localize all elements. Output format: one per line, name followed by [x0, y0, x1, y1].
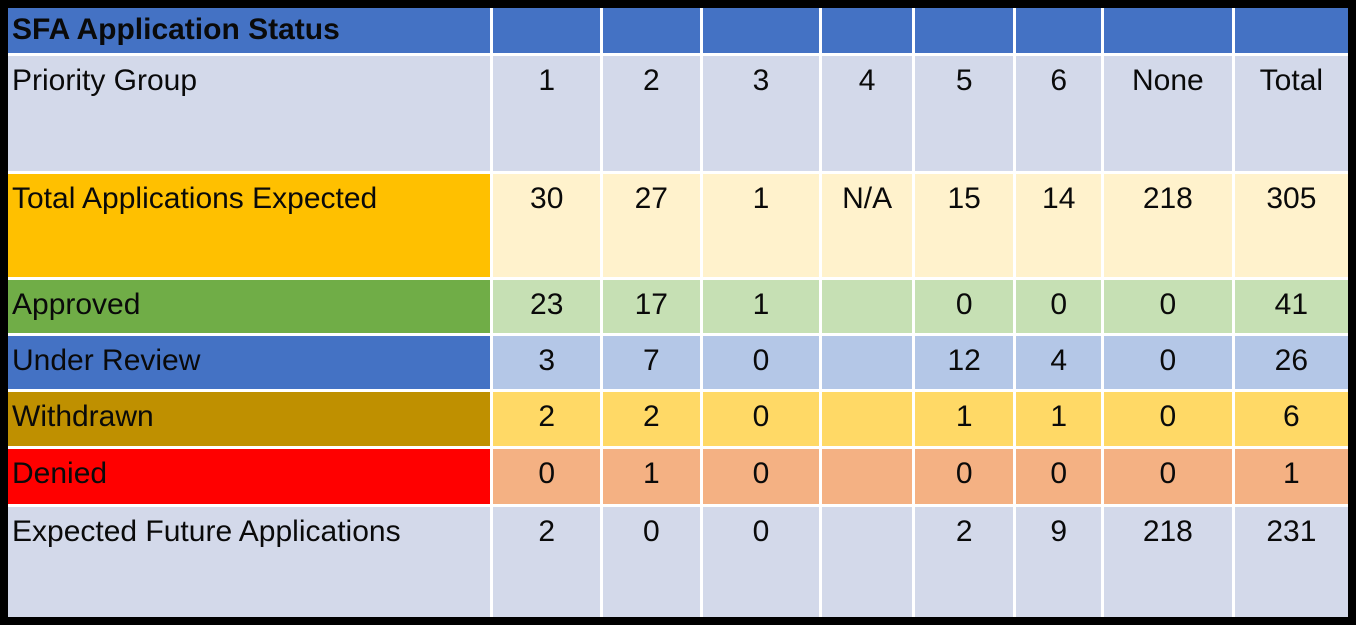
value-cell	[819, 503, 915, 623]
title-spacer-cell	[600, 2, 703, 56]
table-row: Approved 23 17 1 0 0 0 41	[2, 276, 1354, 337]
table-row: Expected Future Applications 2 0 0 2 9 218 231	[2, 503, 1354, 623]
value-cell: 218	[1100, 503, 1235, 623]
value-cell: 12	[911, 332, 1017, 393]
value-cell: 0	[600, 503, 703, 623]
value-cell: 0	[699, 445, 823, 507]
title-row: SFA Application Status	[2, 2, 1354, 56]
value-cell: N/A	[819, 170, 915, 280]
table-row: Withdrawn 2 2 0 1 1 0 6	[2, 389, 1354, 449]
row-label-cell: Under Review	[2, 332, 494, 393]
value-cell: 2	[490, 503, 604, 623]
value-cell: 1	[699, 170, 823, 280]
value-cell: 0	[699, 389, 823, 449]
value-cell	[819, 389, 915, 449]
row-label-cell: Withdrawn	[2, 389, 494, 449]
value-cell: 0	[1013, 445, 1104, 507]
value-cell: 1	[911, 389, 1017, 449]
priority-column-header: 4	[819, 52, 915, 174]
value-cell: 231	[1231, 503, 1354, 623]
value-cell: 17	[600, 276, 703, 337]
value-cell	[819, 332, 915, 393]
value-cell: 0	[911, 276, 1017, 337]
value-cell	[819, 445, 915, 507]
value-cell: 0	[1100, 445, 1235, 507]
priority-group-label-cell: Priority Group	[2, 52, 494, 174]
table-header: SFA Application Status Priority Group 1 2 3…	[2, 2, 1354, 174]
value-cell: 4	[1013, 332, 1104, 393]
value-cell: 41	[1231, 276, 1354, 337]
row-label-cell: Total Applications Expected	[2, 170, 494, 280]
row-label-cell: Denied	[2, 445, 494, 507]
priority-column-header: 5	[911, 52, 1017, 174]
value-cell: 0	[911, 445, 1017, 507]
title-spacer-cell	[1231, 2, 1354, 56]
value-cell: 0	[699, 332, 823, 393]
value-cell: 15	[911, 170, 1017, 280]
value-cell	[819, 276, 915, 337]
value-cell: 14	[1013, 170, 1104, 280]
title-spacer-cell	[699, 2, 823, 56]
value-cell: 27	[600, 170, 703, 280]
table-row: Under Review 3 7 0 12 4 0 26	[2, 332, 1354, 393]
priority-header-row: Priority Group 1 2 3 4 5 6 None Total	[2, 52, 1354, 174]
value-cell: 0	[1100, 389, 1235, 449]
title-spacer-cell	[819, 2, 915, 56]
title-spacer-cell	[1100, 2, 1235, 56]
title-spacer-cell	[1013, 2, 1104, 56]
table-row: Denied 0 1 0 0 0 0 1	[2, 445, 1354, 507]
value-cell: 218	[1100, 170, 1235, 280]
value-cell: 1	[1231, 445, 1354, 507]
title-spacer-cell	[911, 2, 1017, 56]
priority-column-header: None	[1100, 52, 1235, 174]
priority-column-header: 3	[699, 52, 823, 174]
value-cell: 26	[1231, 332, 1354, 393]
table-body: Total Applications Expected 30 27 1 N/A 15 14 2…	[2, 170, 1354, 623]
priority-column-header: 2	[600, 52, 703, 174]
value-cell: 0	[490, 445, 604, 507]
priority-column-header: 1	[490, 52, 604, 174]
value-cell: 1	[600, 445, 703, 507]
value-cell: 0	[1100, 276, 1235, 337]
row-label-cell: Approved	[2, 276, 494, 337]
value-cell: 2	[490, 389, 604, 449]
value-cell: 305	[1231, 170, 1354, 280]
value-cell: 0	[1100, 332, 1235, 393]
priority-column-header: Total	[1231, 52, 1354, 174]
value-cell: 9	[1013, 503, 1104, 623]
value-cell: 30	[490, 170, 604, 280]
value-cell: 2	[911, 503, 1017, 623]
value-cell: 3	[490, 332, 604, 393]
value-cell: 1	[699, 276, 823, 337]
value-cell: 2	[600, 389, 703, 449]
table-row: Total Applications Expected 30 27 1 N/A 15 14 2…	[2, 170, 1354, 280]
value-cell: 23	[490, 276, 604, 337]
value-cell: 1	[1013, 389, 1104, 449]
value-cell: 6	[1231, 389, 1354, 449]
value-cell: 0	[1013, 276, 1104, 337]
table-title: SFA Application Status	[2, 2, 494, 56]
row-label-cell: Expected Future Applications	[2, 503, 494, 623]
priority-column-header: 6	[1013, 52, 1104, 174]
value-cell: 0	[699, 503, 823, 623]
value-cell: 7	[600, 332, 703, 393]
title-spacer-cell	[490, 2, 604, 56]
